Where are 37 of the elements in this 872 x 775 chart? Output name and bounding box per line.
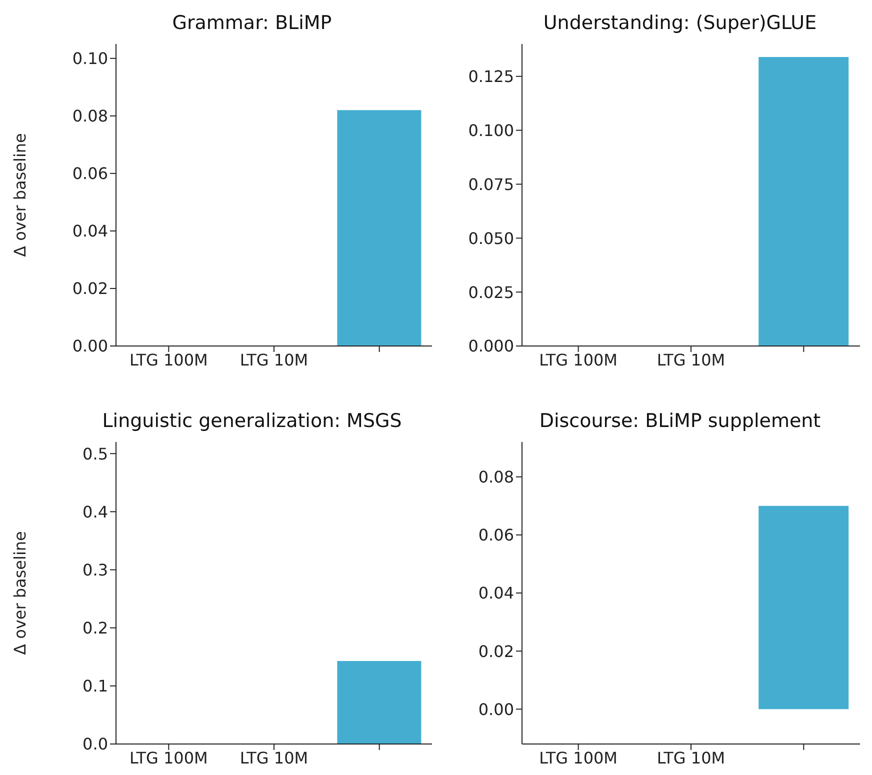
y-tick-label: 0.06: [72, 164, 108, 184]
x-tick-label: LTG 10M: [656, 748, 726, 768]
x-tick-label: LTG 10M: [240, 350, 308, 370]
x-tick-label: LTG 100M: [130, 748, 208, 768]
y-tick-label: 0.04: [478, 584, 514, 603]
y-tick-label: 0.2: [82, 618, 108, 638]
chart-title: Discourse: BLiMP supplement: [538, 409, 822, 434]
chart-title: Linguistic generalization: MSGS: [101, 409, 403, 434]
y-tick-label: 0.1: [82, 676, 108, 696]
y-tick-label: 0.08: [478, 468, 514, 487]
x-tick-label: LTG 10M: [240, 748, 308, 768]
y-tick-label: 0.050: [468, 228, 514, 248]
chart-title: Understanding: (Super)GLUE: [542, 11, 818, 36]
y-tick-label: 0.075: [468, 174, 514, 194]
y-tick-label: 0.00: [478, 700, 514, 719]
y-tick-label: 0.000: [468, 336, 514, 356]
x-tick-label: LTG 100M: [539, 350, 618, 370]
y-tick-label: 0.02: [478, 642, 514, 661]
y-tick-label: 0.02: [72, 279, 108, 298]
y-tick-label: 0.025: [468, 282, 514, 302]
y-tick-label: 0.10: [72, 49, 108, 68]
x-tick-label: LTG 10M: [656, 350, 726, 370]
y-tick-label: 0.4: [82, 502, 108, 522]
y-tick-label: 0.5: [82, 444, 108, 464]
y-axis-title: Δ over baseline: [10, 531, 30, 655]
chart-title: Grammar: BLiMP: [171, 11, 333, 36]
y-tick-label: 0.0: [82, 734, 108, 754]
x-tick-label: LTG 100M: [539, 748, 618, 768]
y-tick-label: 0.08: [72, 106, 108, 126]
y-tick-label: 0.04: [72, 222, 108, 241]
y-axis-title: Δ over baseline: [10, 133, 30, 257]
x-tick-label: LTG 100M: [130, 350, 208, 370]
y-tick-label: 0.00: [72, 336, 108, 356]
y-tick-label: 0.06: [478, 526, 514, 545]
y-tick-label: 0.125: [468, 67, 514, 86]
y-tick-label: 0.100: [468, 120, 514, 140]
y-tick-label: 0.3: [82, 560, 108, 580]
